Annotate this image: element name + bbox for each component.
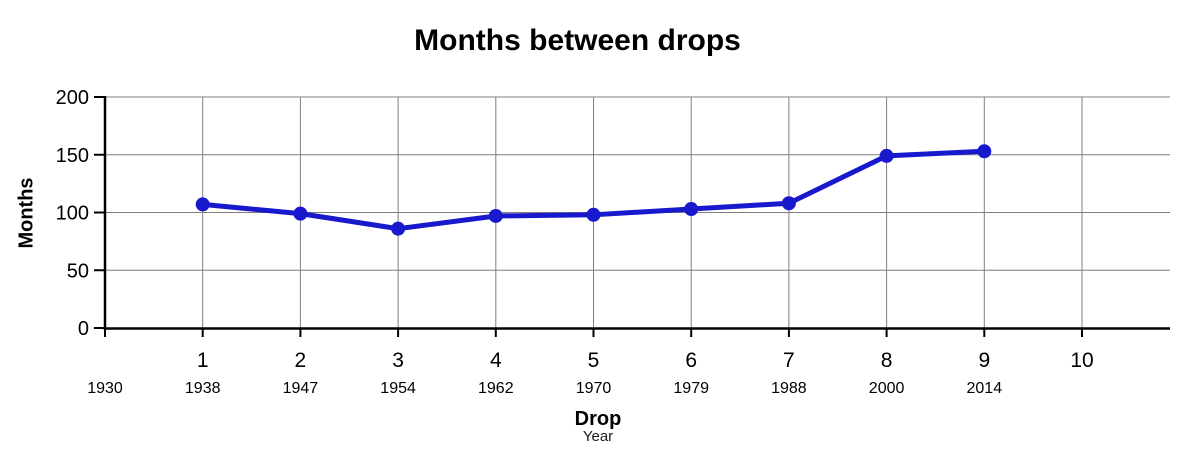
year-tick-label: 1962 [478,380,514,397]
data-point-drop-7 [781,196,796,211]
year-tick-label: 2014 [967,380,1003,397]
data-point-drop-4 [488,208,503,223]
drop-tick-label: 1 [197,349,209,372]
y-tick-label: 100 [56,203,89,225]
year-tick-label: 1930 [87,380,123,397]
drop-tick-label: 3 [392,349,404,372]
data-point-drop-2 [293,206,308,221]
y-tick-label: 150 [56,145,89,167]
year-tick-label: 1979 [673,380,709,397]
y-tick-label: 0 [78,318,89,340]
data-point-drop-5 [586,207,601,222]
drop-tick-label: 2 [295,349,307,372]
data-point-drop-1 [195,197,210,212]
year-tick-label: 1988 [771,380,807,397]
data-point-drop-9 [977,144,992,159]
drop-tick-labels: 1 2 3 4 5 6 7 8 9 10 [197,349,1094,372]
drop-tick-label: 8 [881,349,893,372]
year-tick-label: 1947 [283,380,319,397]
y-tick-labels: 0 50 100 150 200 [56,87,89,340]
drop-tick-label: 9 [978,349,990,372]
data-point-drop-3 [391,221,406,236]
drop-tick-label: 7 [783,349,795,372]
year-tick-label: 1938 [185,380,221,397]
data-point-drop-8 [879,148,894,163]
chart-title: Months between drops [414,24,741,57]
drop-tick-label: 5 [588,349,600,372]
drop-tick-label: 6 [685,349,697,372]
x-axis-subtitle: Year [582,428,614,445]
year-tick-label: 1970 [576,380,612,397]
drop-tick-label: 10 [1070,349,1093,372]
year-tick-labels: 1930 1938 1947 1954 1962 1970 1979 1988 2000 2014 [87,380,1002,397]
year-tick-label: 2000 [869,380,905,397]
year-tick-label: 1954 [380,380,416,397]
y-tick-label: 50 [67,260,89,282]
drop-tick-label: 4 [490,349,502,372]
tick-marks [94,96,1083,337]
y-tick-label: 200 [56,87,89,109]
data-point-drop-6 [684,202,699,217]
x-axis-title: Drop [574,408,622,430]
